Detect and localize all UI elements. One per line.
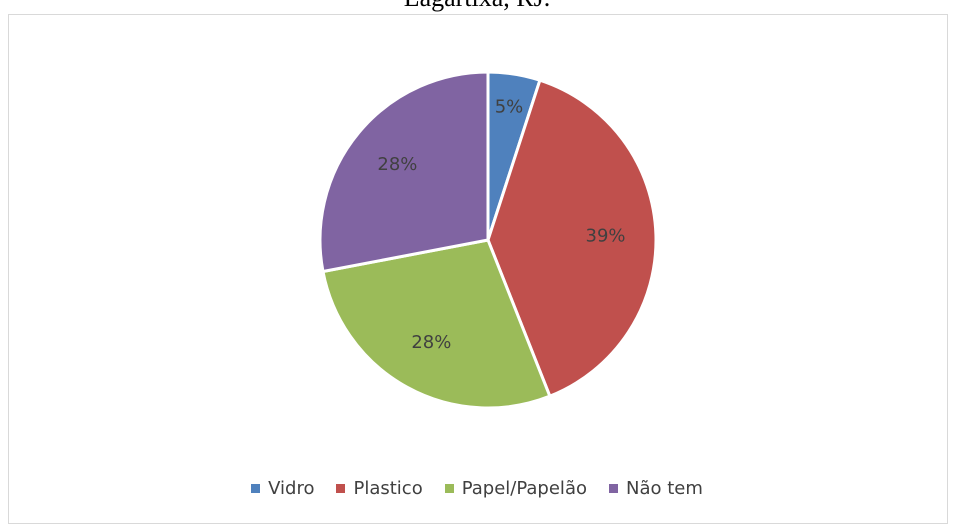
legend-swatch-nao-tem — [608, 484, 618, 493]
legend-item-plastico: Plastico — [336, 478, 423, 499]
legend-swatch-vidro — [251, 484, 261, 493]
legend-swatch-papel — [444, 484, 454, 493]
legend-label-nao-tem: Não tem — [625, 478, 703, 499]
legend-label-plastico: Plastico — [353, 478, 423, 499]
pie-slice-plastico — [486, 78, 658, 398]
data-label-plastico: 39% — [586, 225, 626, 246]
legend-item-nao-tem: Não tem — [608, 478, 703, 499]
legend-item-vidro: Vidro — [251, 478, 314, 499]
legend: Vidro Plastico Papel/Papelão Não tem — [0, 478, 954, 499]
pie-slice-papel — [321, 238, 552, 410]
data-label-vidro: 5% — [495, 96, 524, 117]
pie-slice-nao-tem — [318, 70, 490, 273]
data-label-papel: 28% — [411, 332, 451, 353]
data-label-nao-tem: 28% — [377, 154, 417, 175]
legend-swatch-plastico — [336, 484, 346, 493]
chart-title: Lagartixa, RJ. — [0, 0, 954, 13]
legend-item-papel: Papel/Papelão — [444, 478, 587, 499]
legend-label-papel: Papel/Papelão — [461, 478, 587, 499]
legend-label-vidro: Vidro — [268, 478, 315, 499]
